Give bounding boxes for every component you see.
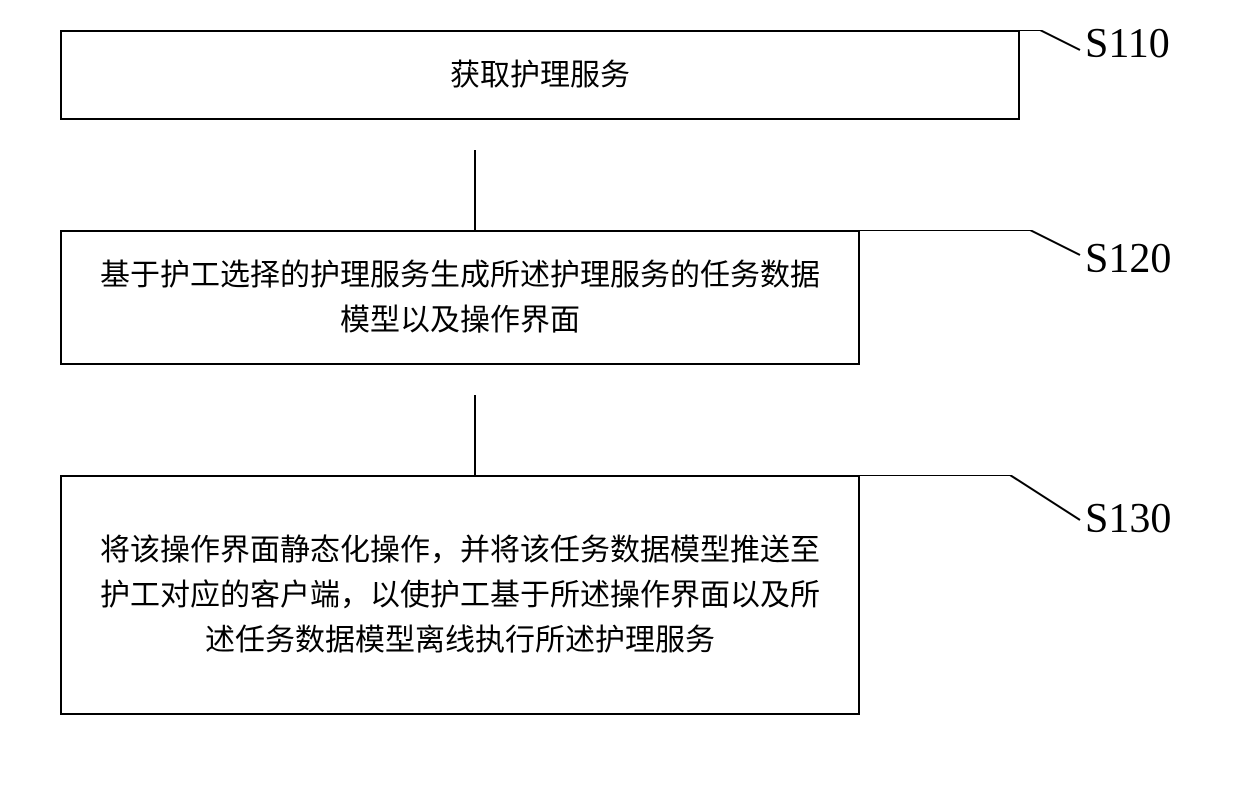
- flowchart-step-3-text: 将该操作界面静态化操作，并将该任务数据模型推送至护工对应的客户端，以使护工基于所…: [92, 528, 828, 663]
- flowchart-step-1-text: 获取护理服务: [450, 53, 630, 98]
- flowchart-step-1: 获取护理服务: [60, 30, 1020, 120]
- flowchart-step-3: 将该操作界面静态化操作，并将该任务数据模型推送至护工对应的客户端，以使护工基于所…: [60, 475, 860, 715]
- flowchart-container: 获取护理服务 基于护工选择的护理服务生成所述护理服务的任务数据模型以及操作界面 …: [60, 30, 1180, 715]
- leader-line-2: [860, 230, 1085, 290]
- step-label-3: S130: [1085, 495, 1171, 543]
- step-label-1: S110: [1085, 20, 1170, 68]
- leader-line-1: [960, 30, 1085, 90]
- flowchart-step-2: 基于护工选择的护理服务生成所述护理服务的任务数据模型以及操作界面: [60, 230, 860, 365]
- leader-line-3: [860, 475, 1085, 545]
- step-label-2: S120: [1085, 235, 1171, 283]
- flowchart-step-2-text: 基于护工选择的护理服务生成所述护理服务的任务数据模型以及操作界面: [92, 253, 828, 343]
